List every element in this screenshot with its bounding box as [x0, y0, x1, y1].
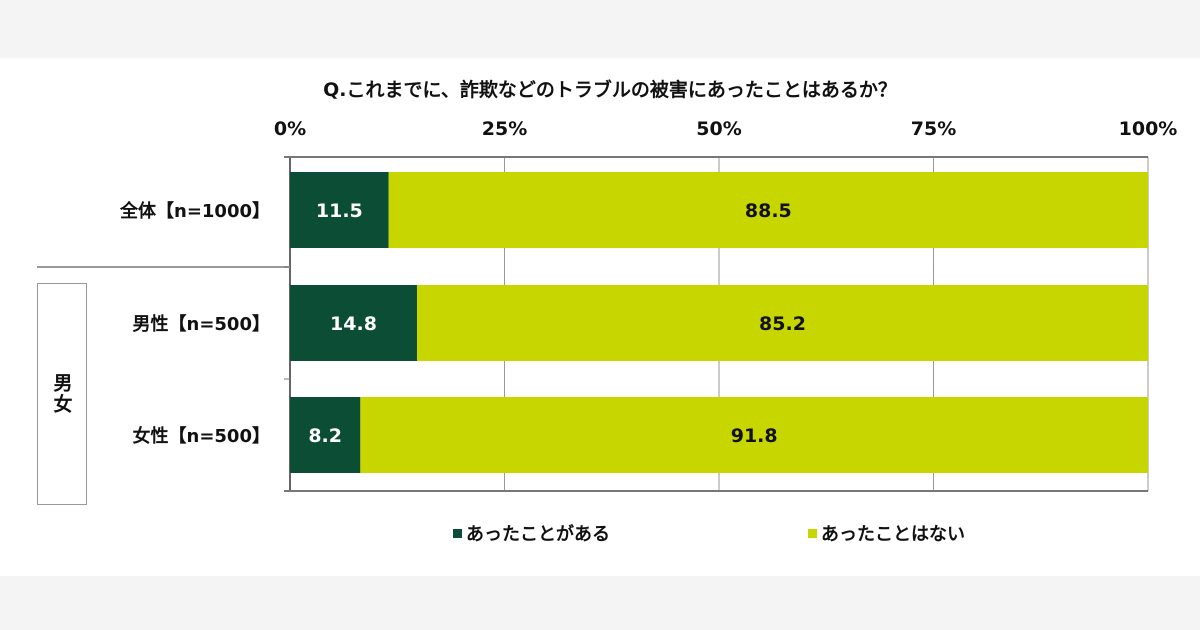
- bar-segment: [290, 285, 417, 361]
- bar-segment: [388, 172, 1148, 248]
- data-label: 8.2: [308, 425, 342, 447]
- group-label: 男女: [37, 283, 87, 505]
- x-tick-label: 50%: [696, 118, 742, 140]
- data-label: 85.2: [759, 313, 806, 335]
- bar-segment: [290, 397, 361, 473]
- legend-item: あったことはない: [808, 520, 965, 546]
- bar-segment: [360, 397, 1149, 473]
- data-label: 14.8: [330, 313, 377, 335]
- x-tick-label: 75%: [910, 118, 957, 140]
- x-tick-label: 25%: [481, 118, 528, 140]
- legend-swatch: [808, 528, 817, 538]
- bar-segment: [416, 285, 1148, 361]
- data-label: 88.5: [745, 200, 792, 222]
- chart-title: Q.これまでに、詐欺などのトラブルの被害にあったことはあるか？: [323, 79, 897, 101]
- category-label: 全体【n=1000】: [120, 201, 270, 222]
- category-label: 男性【n=500】: [132, 314, 270, 335]
- legend-label: あったことはない: [821, 524, 965, 545]
- x-tick-label: 100%: [1118, 118, 1178, 140]
- legend-item: あったことがある: [453, 520, 610, 546]
- data-label: 11.5: [316, 200, 363, 222]
- category-label: 女性【n=500】: [132, 426, 270, 447]
- bar-segment: [290, 172, 389, 248]
- legend-label: あったことがある: [466, 524, 610, 545]
- legend-swatch: [453, 528, 462, 538]
- data-label: 91.8: [731, 425, 778, 447]
- x-tick-label: 0%: [273, 118, 307, 140]
